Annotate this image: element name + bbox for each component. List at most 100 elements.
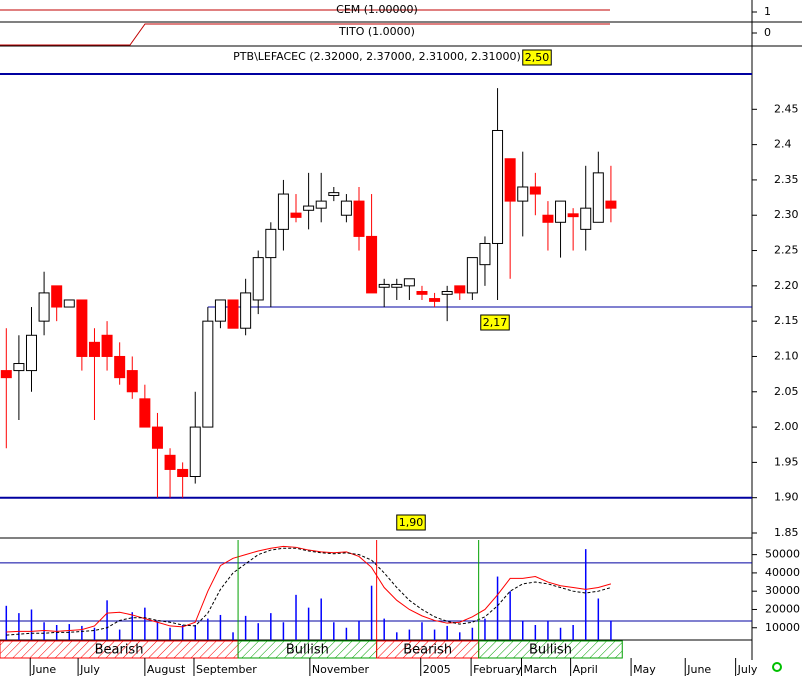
candle-body	[265, 228, 277, 259]
x-tick-label: March	[523, 663, 557, 676]
x-tick-label: July	[79, 663, 100, 676]
y-tick-label: 2.15	[774, 314, 799, 327]
candle-body	[139, 398, 151, 428]
candle-body	[114, 355, 126, 379]
x-tick-label: February	[473, 663, 522, 676]
x-tick-label: August	[147, 663, 186, 676]
y-tick-label: 2.10	[774, 349, 799, 362]
level-label: 2,50	[522, 49, 552, 66]
candle-body	[303, 205, 315, 211]
y-tick-label: 2.00	[774, 420, 799, 433]
level-label-box	[480, 314, 510, 331]
candle-body	[277, 193, 289, 230]
candle-body	[101, 334, 113, 357]
x-tick-label: June	[31, 663, 56, 676]
volume-average	[6, 545, 612, 633]
candle-body	[391, 283, 403, 288]
x-tick-label: June	[686, 663, 711, 676]
candle-body	[252, 257, 264, 301]
chart-title: PTB\LEFACEC (2.32000, 2.37000, 2.31000, …	[233, 50, 521, 63]
volume-tick-label: 40000	[765, 566, 800, 579]
tito-label: TITO (1.0000)	[338, 25, 415, 38]
y-tick-label: 2.35	[774, 173, 799, 186]
candle-body	[416, 290, 428, 295]
level-label-text: 2,17	[483, 316, 508, 329]
y-tick-label: 2.25	[774, 244, 799, 257]
y-tick-label: 2.20	[774, 279, 799, 292]
candle-body	[378, 283, 390, 288]
candle-body	[492, 129, 504, 244]
x-tick-label: July	[737, 663, 758, 676]
volume-tick-label: 20000	[765, 602, 800, 615]
candle-body	[466, 257, 478, 294]
candle-body	[126, 370, 138, 393]
candle-body	[0, 370, 12, 379]
x-tick-label: November	[312, 663, 370, 676]
level-label-text: 1,90	[399, 516, 424, 529]
regime-band	[478, 640, 623, 659]
candle-body	[189, 426, 201, 478]
y-tick-label: 1.85	[774, 526, 799, 539]
regime-label: Bearish	[95, 643, 144, 658]
y-tick-label: 2.45	[774, 102, 799, 115]
candle-body	[88, 341, 100, 357]
y-tick-label: 2.30	[774, 208, 799, 221]
level-label-box	[522, 49, 552, 66]
level-label-box	[396, 514, 426, 531]
x-tick-label: May	[633, 663, 656, 676]
volume-average	[6, 547, 612, 636]
candle-body	[479, 242, 491, 266]
x-tick-label: 2005	[423, 663, 451, 676]
candle-body	[38, 292, 50, 322]
candle-body	[605, 200, 617, 209]
regime-label: Bullish	[529, 643, 572, 658]
volume-tick-label: 30000	[765, 584, 800, 597]
y-tick-label: 2.05	[774, 385, 799, 398]
candle-body	[290, 212, 302, 218]
candle-body	[13, 363, 25, 372]
x-tick-label: September	[196, 663, 257, 676]
candle-body	[151, 426, 163, 449]
level-label-text: 2,50	[525, 51, 550, 64]
y-tick-label: 1.90	[774, 491, 799, 504]
candle-body	[51, 285, 63, 308]
y-tick-label: 2.4	[774, 138, 792, 151]
candle-body	[240, 292, 252, 329]
cem-tick: 1	[764, 5, 771, 18]
candle-body	[592, 172, 604, 223]
candle-body	[454, 285, 466, 294]
x-tick-label: April	[573, 663, 598, 676]
candle-body	[542, 214, 554, 223]
tito-tick: 0	[764, 26, 771, 39]
candle-body	[25, 334, 37, 372]
candle-body	[504, 158, 516, 202]
candle-body	[403, 278, 415, 287]
candle-body	[555, 200, 567, 223]
regime-label: Bullish	[286, 643, 329, 658]
candle-body	[529, 186, 541, 195]
candle-body	[517, 186, 529, 202]
level-label: 1,90	[396, 514, 426, 531]
candle-body	[353, 200, 365, 237]
candle-body	[328, 192, 340, 196]
candle-body	[441, 290, 453, 295]
candle-body	[177, 468, 189, 478]
candle-body	[164, 454, 176, 470]
level-label: 2,17	[480, 314, 510, 331]
volume-tick-label: 10000	[765, 621, 800, 634]
candle-body	[580, 207, 592, 230]
candle-body	[315, 200, 327, 209]
candle-body	[63, 299, 75, 308]
cem-label: CEM (1.00000)	[336, 3, 418, 16]
candle-body	[214, 299, 226, 322]
volume-tick-label: 50000	[765, 548, 800, 561]
candle-body	[202, 320, 214, 428]
candle-body	[567, 213, 579, 218]
candle-body	[227, 299, 239, 329]
regime-label: Bearish	[403, 643, 452, 658]
y-tick-label: 1.95	[774, 455, 799, 468]
candle-body	[340, 200, 352, 216]
candle-body	[76, 299, 88, 357]
